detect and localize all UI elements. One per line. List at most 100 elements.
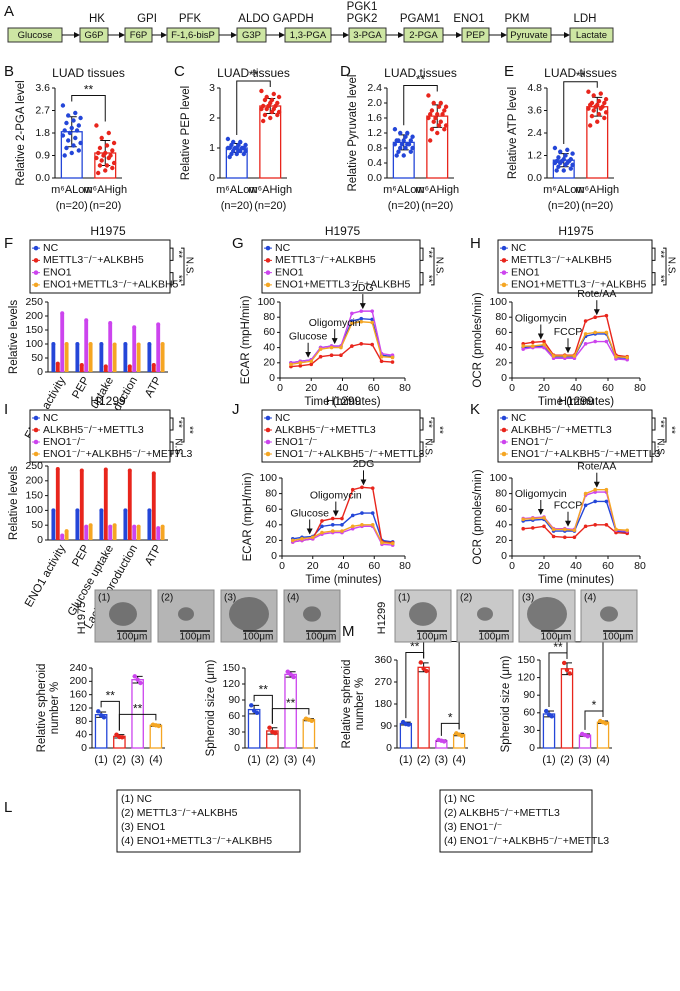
bar [151,473,156,540]
spheroid [178,607,194,621]
annotation: 2DG [353,458,375,470]
bar [147,344,152,372]
significance-label: ** [422,275,433,283]
data-point [596,112,602,117]
y-tick-label: 120 [517,671,535,683]
legend-marker [265,415,271,421]
data-point [101,715,107,720]
y-tick-label: 200 [25,475,43,487]
data-point [320,519,324,523]
data-point [350,321,354,326]
scale-bar-label: 100μm [117,632,148,643]
y-tick-label: 3 [209,82,215,94]
data-point [433,115,438,121]
data-point [405,130,410,136]
data-point [73,135,78,141]
legend-marker [265,258,271,263]
metabolite: Glucose [18,30,53,41]
data-point [396,149,401,154]
data-point [101,153,106,158]
x-tick-label: (4) [596,754,609,766]
y-tick-label: 90 [228,694,240,706]
data-point [591,93,596,98]
data-point [410,134,415,139]
enzyme: PKM [505,13,530,25]
bar [123,510,128,540]
significance-bracket [71,95,106,122]
x-tick-label: 0 [279,560,285,572]
data-point [542,342,546,347]
data-point [225,136,231,142]
data-point [568,166,574,171]
bar [147,510,152,540]
y-tick-label: 40 [265,519,277,531]
panel-label: E [504,63,514,80]
spheroid [229,597,269,631]
y-tick-label: 40 [495,341,507,353]
data-point [392,142,398,147]
y-tick-label: 20 [265,534,277,546]
data-point [390,355,395,360]
metabolite: PEP [466,30,485,41]
chart-title: H1975 [90,224,126,238]
y-tick-label: 100 [489,296,507,308]
data-point [62,128,67,133]
data-point [97,163,103,168]
data-point [401,138,406,143]
y-tick-label: 60 [265,503,277,515]
data-point [435,130,440,136]
bar-marker [88,342,93,346]
y-tick-label: 200 [25,310,43,322]
legend-marker [501,282,507,288]
y-axis-label: number % [354,678,366,730]
legend-marker [33,282,39,288]
metabolite: 1,3-PGA [290,30,327,41]
y-tick-label: 40 [495,519,507,531]
significance-label: ** [433,426,444,434]
y-axis-label: Relative spheroid [36,664,48,753]
data-point [436,104,442,109]
data-point [604,499,609,504]
y-tick-label: 120 [222,678,240,690]
significance-bracket [663,417,667,443]
data-point [227,154,232,160]
panel-label: G [232,235,244,252]
y-tick-label: 40 [75,728,87,740]
x-tick-label: 60 [602,560,614,572]
bar-marker [103,467,108,472]
data-point [614,527,618,532]
data-point [408,138,414,143]
data-point [551,527,556,532]
data-point [241,151,247,157]
data-point [320,530,324,535]
bar [99,344,104,372]
data-point [542,524,546,529]
data-point [69,150,74,156]
legend-marker [501,270,507,275]
y-tick-label: 2.0 [367,97,382,109]
legend-marker [265,439,271,445]
bar [127,366,132,372]
scale-bar-label: 100μm [243,632,274,643]
spheroid [477,607,493,621]
x-tick-label: ATP [143,543,164,568]
significance-bracket [652,441,656,455]
x-tick-label: (2) [560,754,573,766]
bar [417,666,430,749]
bar [160,526,165,540]
data-point [99,158,104,163]
x-tick-label: 60 [368,382,380,394]
bar-marker [136,342,141,347]
y-tick-label: 150 [25,489,43,501]
significance-label: ** [133,702,143,716]
metabolite-box [569,27,614,43]
data-point [104,143,110,148]
y-tick-label: 0.0 [527,172,542,184]
x-tick-label: 0 [509,560,515,572]
data-point [60,103,66,108]
y-axis-label: Relative spheroid [341,660,353,749]
data-point [110,148,115,153]
data-point [593,330,597,335]
significance-bracket [236,80,271,135]
data-point [74,128,80,133]
